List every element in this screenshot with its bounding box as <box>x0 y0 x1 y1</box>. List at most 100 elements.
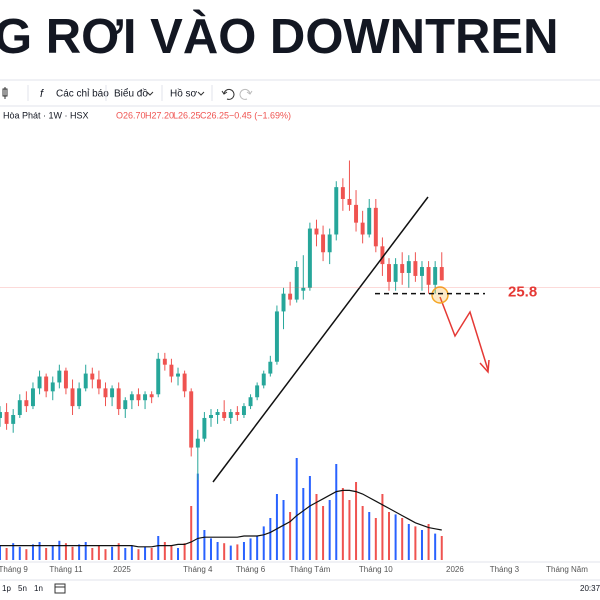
profile-menu[interactable]: Hồ sơ <box>170 88 198 100</box>
candle-body <box>57 370 62 383</box>
volume-bar <box>223 543 226 560</box>
candle-body <box>17 400 22 415</box>
volume-bar <box>18 546 21 560</box>
volume-bar <box>137 549 140 560</box>
candle-body <box>116 388 121 410</box>
candle-body <box>182 373 187 392</box>
clock: 20:37 <box>580 584 600 593</box>
candle-body <box>37 376 42 389</box>
x-tick-label: Tháng 9 <box>0 565 28 574</box>
open-value: O26.70 <box>116 110 146 120</box>
candle-body <box>327 234 332 253</box>
candle-body <box>334 187 339 235</box>
volume-bar <box>341 488 344 560</box>
range-button[interactable]: 1n <box>34 584 43 593</box>
level-label: 25.8 <box>508 284 537 301</box>
x-tick-label: 2026 <box>446 565 464 574</box>
close-value: C26.25 <box>200 110 229 120</box>
volume-bar <box>216 542 219 560</box>
candle-body <box>406 261 411 273</box>
volume-bar <box>183 543 186 560</box>
volume-bar <box>130 545 133 560</box>
candle-body <box>156 358 161 395</box>
volume-bar <box>256 536 259 560</box>
candle-body <box>387 264 391 282</box>
x-tick-label: Tháng Tám <box>290 565 331 574</box>
volume-bar <box>31 544 34 560</box>
candle-body <box>314 228 319 235</box>
volume-bar <box>97 545 100 560</box>
down-arrow <box>439 296 489 371</box>
candle-body <box>241 406 246 415</box>
volume-bar <box>401 518 404 560</box>
volume-bar <box>229 545 232 560</box>
low-value: L26.25 <box>173 110 201 120</box>
x-tick-label: Tháng 11 <box>49 565 83 574</box>
volume-bar <box>25 549 28 560</box>
volume-bar <box>289 512 292 560</box>
calendar-icon[interactable] <box>54 583 66 594</box>
volume-bar <box>295 458 298 560</box>
candle-body <box>268 361 273 374</box>
candle-body <box>274 311 279 362</box>
redo-button[interactable] <box>239 88 253 100</box>
candle-body <box>110 388 115 398</box>
volume-bar <box>440 536 443 560</box>
chart-menu[interactable]: Biểu đồ <box>114 88 148 100</box>
arrow-head <box>479 359 490 374</box>
candle-body <box>4 412 9 424</box>
candle-body <box>307 228 312 288</box>
candle-body <box>433 267 438 285</box>
volume-bar <box>414 526 417 560</box>
candle-body <box>413 261 418 276</box>
candle-body <box>367 207 372 235</box>
range-button[interactable]: 1p <box>2 584 11 593</box>
volume-bar <box>381 494 384 560</box>
candle-body <box>340 187 345 199</box>
candle-body <box>50 382 55 392</box>
breakout-marker <box>431 286 449 304</box>
volume-bar <box>209 538 212 560</box>
candle-body <box>209 415 213 418</box>
range-button[interactable]: 5n <box>18 584 27 593</box>
volume-bar <box>434 533 437 560</box>
volume-bar <box>111 546 114 560</box>
volume-bar <box>335 464 338 560</box>
candle-body <box>321 234 326 253</box>
headline: G RƠI VÀO DOWNTREN <box>0 10 558 64</box>
candle-body <box>294 267 299 300</box>
volume-bar <box>368 512 371 560</box>
volume-bar <box>407 524 410 560</box>
candle-body <box>195 438 200 448</box>
volume-bar <box>157 536 160 560</box>
change-value: −0.45 (−1.69%) <box>229 110 291 120</box>
x-tick-label: Tháng 3 <box>490 565 520 574</box>
high-value: H27.20 <box>145 110 174 120</box>
volume-bar <box>242 542 245 560</box>
candle-body <box>288 293 293 300</box>
candle-body <box>235 412 240 415</box>
trendline <box>212 196 429 483</box>
candle-body <box>176 373 180 377</box>
chevron <box>197 91 205 96</box>
candle-body <box>354 204 359 223</box>
volume-bar <box>275 494 278 560</box>
symbol-label: Hòa Phát · 1W · HSX <box>3 110 89 120</box>
volume-bar <box>355 482 358 560</box>
fx-icon[interactable]: f <box>40 88 44 100</box>
indicators-button[interactable]: Các chỉ báo <box>56 88 109 100</box>
volume-bar <box>203 530 206 560</box>
candle-body <box>44 376 49 392</box>
volume-bar <box>322 506 325 560</box>
candle-body <box>189 391 194 448</box>
volume-bar <box>388 512 391 560</box>
volume-bar <box>45 548 48 560</box>
x-tick-label: 2025 <box>113 565 131 574</box>
candle-body <box>83 373 88 389</box>
x-tick-label: Tháng 4 <box>183 565 213 574</box>
candle-icon[interactable] <box>2 87 8 99</box>
undo-button[interactable] <box>221 88 235 100</box>
volume-bar <box>348 500 351 560</box>
volume-bar <box>51 545 54 560</box>
